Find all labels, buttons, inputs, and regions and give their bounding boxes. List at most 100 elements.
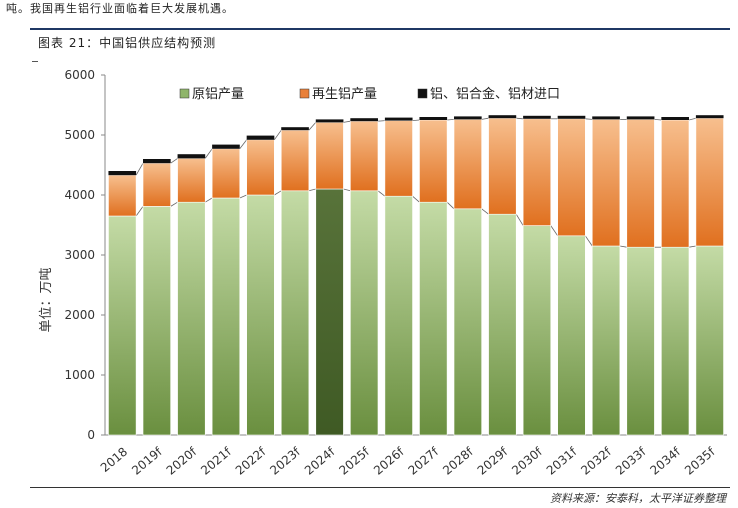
- connector-line: [343, 188, 351, 192]
- connector-line: [377, 190, 386, 197]
- figure-title: 图表 21：中国铝供应结构预测: [38, 36, 217, 50]
- x-tick-label: 2035f: [682, 444, 718, 478]
- connector-line: [239, 139, 247, 150]
- bar-segment-recycled: [211, 148, 241, 199]
- bar-segment-recycled: [522, 118, 552, 226]
- x-tick-label: 2032f: [578, 444, 614, 478]
- connector-line: [205, 197, 213, 203]
- bar-segment-primary: [626, 246, 655, 436]
- x-tick-label: 2021f: [198, 444, 234, 478]
- bar-segment-imports: [626, 116, 655, 120]
- x-tick-label: 2020f: [164, 444, 200, 478]
- bar-segment-recycled: [384, 120, 413, 197]
- bar-segment-imports: [695, 115, 724, 119]
- bar-segment-primary: [108, 215, 137, 436]
- y-tick-label: 6000: [64, 68, 95, 82]
- bar-segment-imports: [488, 115, 517, 119]
- connector-line: [135, 163, 144, 176]
- connector-line: [584, 235, 593, 247]
- legend-label: 铝、铝合金、铝材进口: [430, 86, 560, 102]
- connector-line: [412, 119, 420, 121]
- x-tick-label: 2029f: [475, 444, 511, 478]
- bar-segment-primary: [661, 246, 690, 436]
- x-tick-label: 2022f: [233, 444, 269, 478]
- legend-swatch: [299, 88, 310, 99]
- bar-segment-recycled: [246, 139, 275, 196]
- bar-segment-recycled: [177, 158, 206, 203]
- bar-segment-primary: [488, 213, 517, 436]
- legend-swatch: [417, 88, 428, 99]
- x-tick-label: 2025f: [336, 444, 372, 478]
- bar-segment-primary: [280, 190, 310, 436]
- source-note: 资料来源：安泰科，太平洋证券整理: [550, 492, 726, 505]
- chart-bars: [108, 115, 724, 436]
- y-axis-label: 单位：万吨: [39, 267, 54, 332]
- bar-segment-recycled: [591, 119, 621, 247]
- bar-segment-primary: [211, 197, 241, 436]
- connector-line: [273, 129, 282, 141]
- bar-segment-recycled: [453, 119, 482, 210]
- bar-segment-primary: [522, 225, 552, 436]
- connector-line: [135, 206, 144, 217]
- legend-label: 原铝产量: [192, 87, 244, 102]
- bar-segment-imports: [177, 154, 206, 159]
- x-tick-label: 2030f: [509, 444, 545, 478]
- connector-line: [308, 122, 317, 131]
- x-tick-label: 2034f: [647, 444, 683, 478]
- bar-segment-primary: [246, 194, 275, 436]
- connector-line: [377, 120, 385, 122]
- x-tick-label: 2023f: [267, 444, 303, 478]
- connector-line: [481, 117, 489, 120]
- bar-segment-imports: [419, 117, 448, 120]
- x-tick-label: 2019f: [129, 444, 165, 478]
- bar-segment-recycled: [488, 117, 517, 215]
- bar-segment-imports: [281, 127, 309, 131]
- connector-line: [619, 245, 627, 248]
- y-tick-label: 5000: [64, 128, 95, 142]
- bar-segment-recycled: [142, 162, 171, 207]
- bar-segment-imports: [212, 144, 240, 149]
- connector-line: [550, 225, 559, 237]
- bar-segment-recycled: [280, 129, 310, 192]
- preceding-body-text: 吨。我国再生铝行业面临着巨大发展机遇。: [6, 2, 234, 15]
- figure-dash-mark: [32, 61, 38, 62]
- connector-line: [481, 208, 489, 215]
- chart-legend: 原铝产量 再生铝产量 铝、铝合金、铝材进口: [179, 86, 560, 102]
- bar-segment-primary: [419, 201, 448, 436]
- series-connector-lines: [135, 117, 697, 248]
- bar-segment-recycled: [557, 118, 586, 237]
- connector-line: [688, 117, 697, 121]
- bar-segment-recycled: [315, 122, 344, 190]
- legend-label: 再生铝产量: [312, 87, 377, 102]
- connector-line: [516, 117, 524, 120]
- y-tick-label: 2000: [64, 308, 95, 322]
- y-tick-label: 4000: [64, 188, 95, 202]
- bar-segment-recycled: [108, 174, 137, 217]
- chart-axes: 0 1000 2000 3000 4000 5000 6000: [64, 68, 727, 442]
- bar-segment-primary: [142, 206, 171, 436]
- bar-segment-imports: [661, 117, 689, 120]
- connector-line: [585, 118, 593, 120]
- connector-line: [170, 158, 178, 164]
- bar-segment-recycled: [626, 119, 655, 248]
- x-tick-label: 2018: [98, 445, 130, 475]
- y-tick-label: 3000: [64, 248, 95, 262]
- bar-segment-primary: [177, 201, 206, 436]
- x-tick-label: 2031f: [544, 444, 580, 478]
- x-axis-labels: 20182019f2020f2021f2022f2023f2024f2025f2…: [98, 444, 718, 478]
- bar-segment-imports: [454, 116, 482, 120]
- x-tick-label: 2024f: [302, 444, 338, 478]
- connector-line: [308, 188, 316, 192]
- connector-line: [446, 201, 455, 210]
- connector-line: [654, 119, 662, 121]
- bar-segment-imports: [384, 117, 413, 121]
- connector-line: [515, 213, 524, 226]
- bar-segment-primary: [350, 190, 379, 436]
- x-tick-label: 2026f: [371, 444, 407, 478]
- x-tick-label: 2027f: [406, 444, 442, 478]
- connector-line: [412, 195, 420, 203]
- connector-line: [204, 148, 213, 159]
- figure-top-rule: [30, 28, 730, 30]
- connector-line: [343, 120, 351, 123]
